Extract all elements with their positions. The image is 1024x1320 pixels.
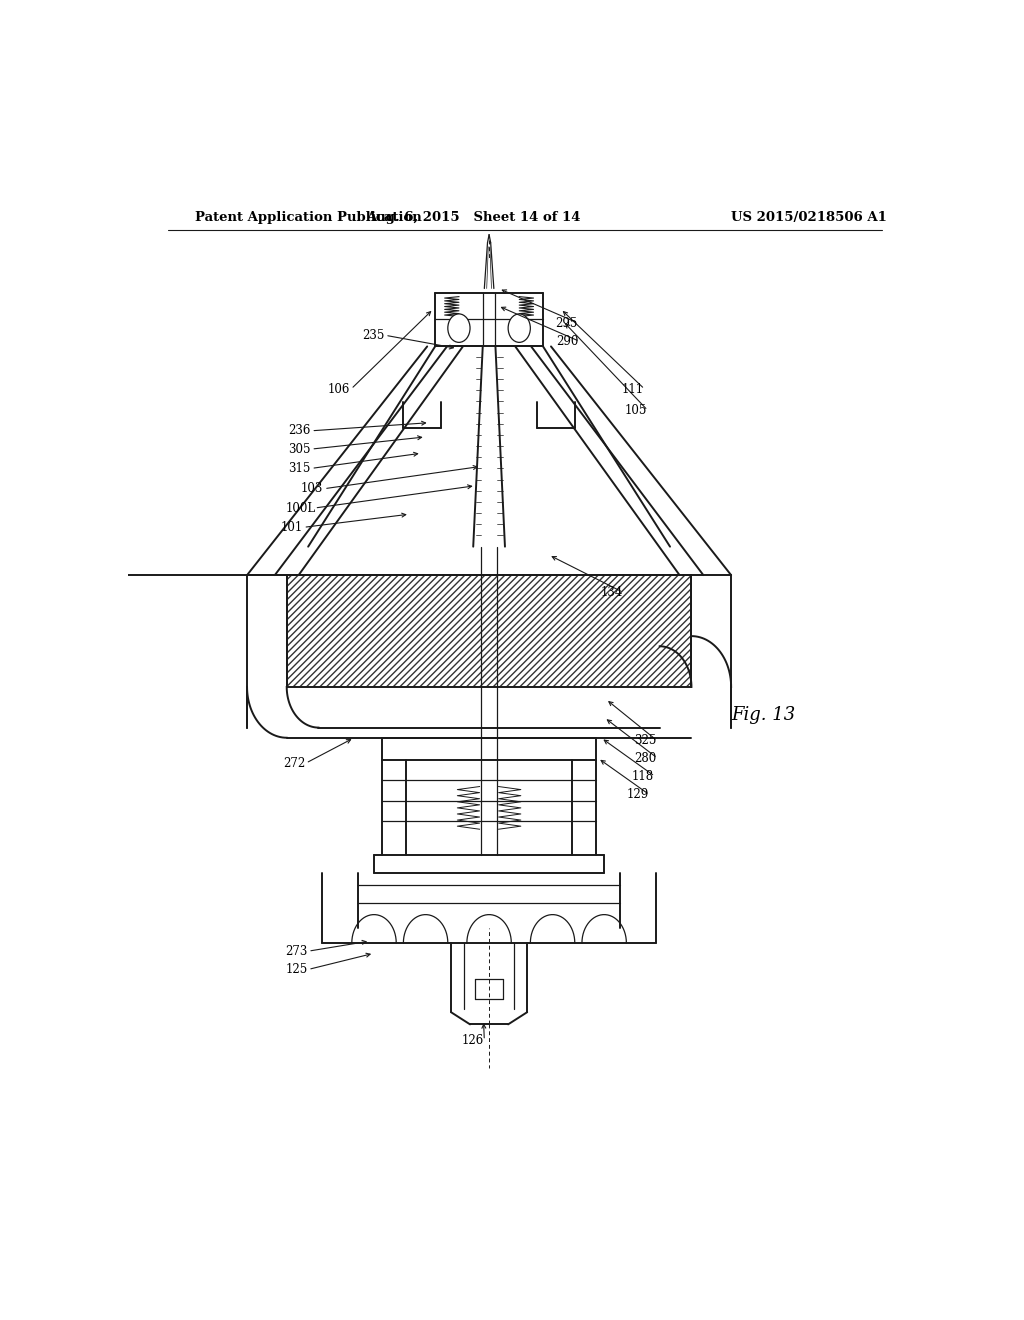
Text: 305: 305 bbox=[289, 442, 311, 455]
Text: 126: 126 bbox=[461, 1034, 483, 1047]
Text: 315: 315 bbox=[289, 462, 310, 475]
Text: US 2015/0218506 A1: US 2015/0218506 A1 bbox=[731, 211, 887, 224]
Text: 273: 273 bbox=[285, 945, 307, 958]
Text: 125: 125 bbox=[285, 964, 307, 975]
Text: 325: 325 bbox=[634, 734, 656, 747]
Text: Fig. 13: Fig. 13 bbox=[731, 706, 796, 725]
Text: Aug. 6, 2015   Sheet 14 of 14: Aug. 6, 2015 Sheet 14 of 14 bbox=[366, 211, 581, 224]
Text: 272: 272 bbox=[283, 756, 305, 770]
Text: 290: 290 bbox=[557, 335, 579, 348]
Text: 280: 280 bbox=[634, 751, 656, 764]
Text: 235: 235 bbox=[362, 329, 384, 342]
Text: 106: 106 bbox=[328, 383, 350, 396]
Text: 134: 134 bbox=[600, 586, 623, 599]
Text: 101: 101 bbox=[281, 521, 303, 533]
Text: 236: 236 bbox=[289, 424, 310, 437]
Circle shape bbox=[508, 314, 530, 342]
Text: 105: 105 bbox=[625, 404, 647, 417]
Text: 129: 129 bbox=[627, 788, 648, 801]
Text: 118: 118 bbox=[632, 770, 654, 783]
Bar bbox=[287, 576, 691, 686]
Text: Patent Application Publication: Patent Application Publication bbox=[196, 211, 422, 224]
Text: 103: 103 bbox=[301, 482, 324, 495]
Text: 111: 111 bbox=[622, 383, 644, 396]
Text: 100L: 100L bbox=[285, 502, 315, 515]
Circle shape bbox=[447, 314, 470, 342]
Text: 295: 295 bbox=[555, 317, 578, 330]
